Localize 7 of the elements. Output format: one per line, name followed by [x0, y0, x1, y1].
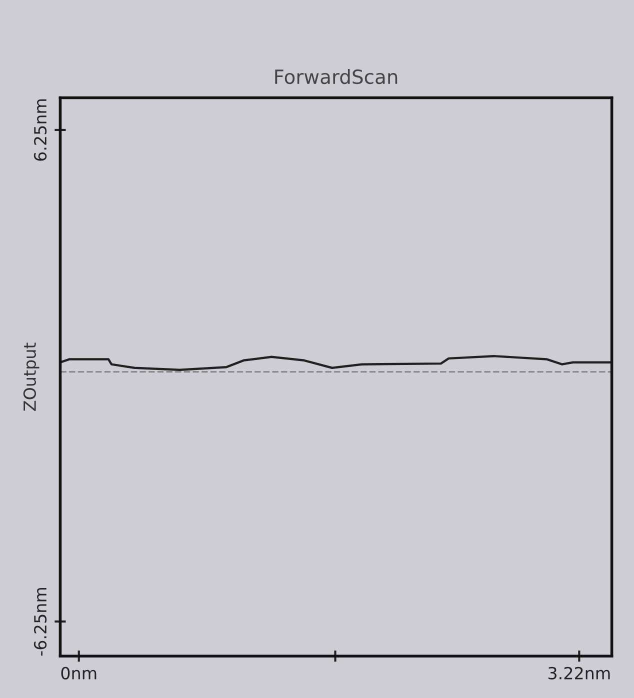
line-series — [60, 354, 612, 371]
chart-title: ForwardScan — [275, 69, 398, 84]
x-tick-label: 3.22nm — [548, 666, 610, 680]
y-tick-label: -6.25nm — [34, 588, 47, 656]
y-tick-label: 6.25nm — [34, 99, 47, 161]
x-tick-label: 0nm — [61, 666, 96, 680]
y-axis-title: ZOutput — [23, 342, 40, 411]
